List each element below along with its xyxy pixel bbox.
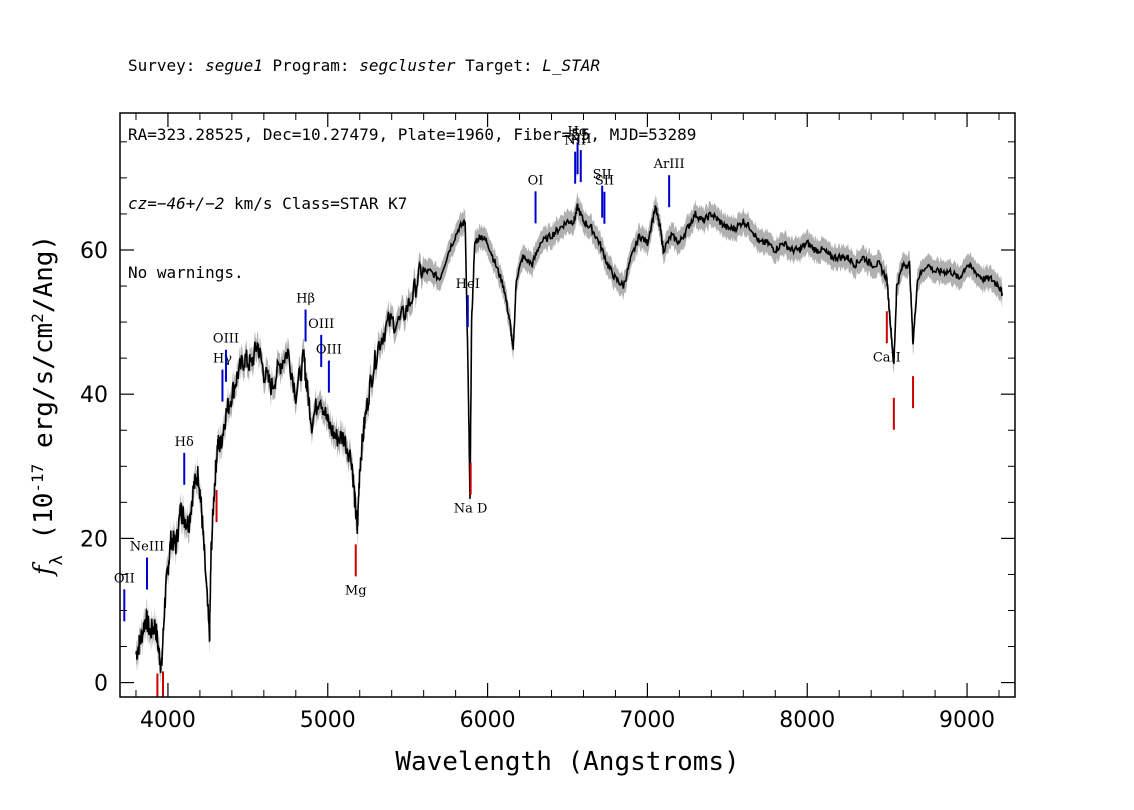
emission-line-label: NeIII — [130, 540, 164, 555]
x-tick-label: 5000 — [300, 708, 356, 733]
y-axis-title-text: fλ (10-17 erg/s/cm2/Ang) — [28, 235, 68, 577]
program-name: segcluster — [359, 56, 456, 75]
y-tick-label: 20 — [80, 527, 108, 552]
emission-line-label: OIII — [213, 332, 239, 347]
class-text: km/s Class=STAR K7 — [224, 194, 408, 213]
header-line-coordinates: RA=323.28525, Dec=10.27479, Plate=1960, … — [128, 125, 697, 144]
emission-line-label: OIII — [316, 343, 342, 358]
emission-line-label: ArIII — [653, 157, 685, 172]
target-name: L_STAR — [542, 56, 601, 75]
y-tick-label: 0 — [94, 672, 108, 697]
flux-series — [135, 203, 1003, 673]
emission-line-label: SII — [593, 168, 612, 183]
program-prefix: Program: — [262, 56, 360, 75]
target-prefix: Target: — [455, 56, 543, 75]
x-axis-title: Wavelength (Angstroms) — [395, 747, 739, 777]
emission-line-label: NII — [564, 134, 586, 149]
flux-line — [135, 203, 1003, 673]
emission-line-label: OII — [114, 571, 135, 586]
x-tick-label: 7000 — [619, 708, 675, 733]
absorption-line-label: CaII — [873, 350, 901, 365]
y-axis-title: fλ (10-17 erg/s/cm2/Ang) — [28, 235, 68, 577]
x-tick-label: 9000 — [939, 708, 995, 733]
emission-line-label: Hγ — [213, 352, 232, 367]
header-line-redshift: cz=−46+/−2 km/s Class=STAR K7 — [128, 192, 696, 215]
absorption-line-label: Mg — [345, 583, 367, 598]
emission-line-label: HeI — [456, 277, 480, 292]
x-tick-label: 6000 — [460, 708, 516, 733]
emission-line-label: Hβ — [296, 292, 315, 307]
x-tick-label: 4000 — [140, 708, 196, 733]
y-tick-label: 60 — [80, 239, 108, 264]
emission-line-label: NII — [570, 132, 592, 147]
emission-line-label: Hδ — [175, 435, 194, 450]
plot-frame — [119, 112, 1016, 698]
axis-ticks: 4000 5000 6000 7000 8000 9000 0 20 40 60 — [80, 113, 1015, 733]
survey-prefix: Survey: — [128, 56, 206, 75]
emission-line-label: OIII — [308, 317, 334, 332]
redshift-value: cz=−46+/−2 — [128, 194, 225, 213]
emission-line-label: OI — [528, 173, 544, 188]
y-tick-label: 40 — [80, 383, 108, 408]
header-line-survey: Survey: segue1 Program: segcluster Targe… — [128, 54, 696, 77]
emission-line-label: SII — [595, 174, 614, 189]
absorption-line-label: Na D — [454, 502, 488, 517]
x-tick-label: 8000 — [779, 708, 835, 733]
emission-line-label: Hα — [568, 124, 588, 139]
spectrum-header: Survey: segue1 Program: segcluster Targe… — [128, 8, 696, 307]
header-line-warnings: No warnings. — [128, 263, 244, 282]
survey-name: segue1 — [205, 56, 263, 75]
